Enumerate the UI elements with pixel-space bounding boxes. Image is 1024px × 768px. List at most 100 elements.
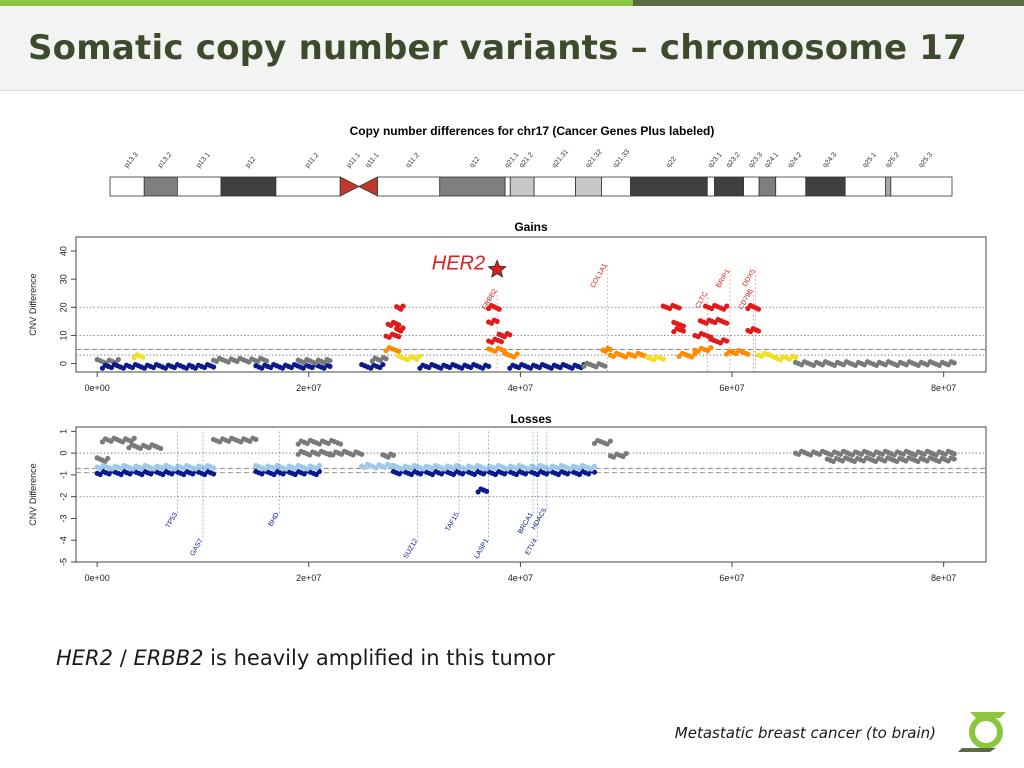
ideogram-band-label: q21.31 xyxy=(551,148,570,169)
ideogram-band-label: q21.2 xyxy=(518,151,535,169)
data-point-orange xyxy=(396,348,402,354)
ideogram-band-q22 xyxy=(630,176,708,197)
data-point-grey xyxy=(263,358,270,364)
plot-area xyxy=(75,236,987,373)
data-point-grey xyxy=(337,441,344,447)
data-point-red xyxy=(396,334,402,340)
ideogram-band-q24-3 xyxy=(805,176,846,197)
x-tick-label: 8e+07 xyxy=(931,383,956,393)
losses-plot: Losses 0e+00 2e+07 4e+07 6e+07 8e+07 1 0 -1 -2 -3 -… xyxy=(28,412,987,583)
ideogram-band-q21-1 xyxy=(504,176,511,197)
top-accent-bar xyxy=(0,0,1024,6)
ideogram-band-label: q22 xyxy=(665,156,678,170)
panel-title: Gains xyxy=(514,220,548,234)
ideogram-band-label: q24.3 xyxy=(822,151,839,169)
data-point-red xyxy=(680,328,686,334)
data-point-grey xyxy=(951,456,957,462)
ideogram-band-label: p13.1 xyxy=(195,151,212,169)
ideogram-band-q25-1 xyxy=(844,176,887,197)
y-tick-label: 0 xyxy=(58,361,68,366)
data-point-grey xyxy=(623,450,629,457)
data-point-red xyxy=(755,306,762,312)
ideogram-band-p13-1 xyxy=(177,176,222,197)
logo-mark xyxy=(970,712,1006,718)
caption-gene-her2: HER2 xyxy=(56,646,114,670)
gains-plot: Gains 0e+00 2e+07 4e+07 6e+07 8e+07 0 10 20 30 40 C… xyxy=(28,220,987,393)
x-tick-label: 6e+07 xyxy=(719,573,744,583)
ideogram-band-q12 xyxy=(439,176,506,197)
data-point-red xyxy=(400,325,406,331)
ideogram-band-label: q25.1 xyxy=(862,151,879,169)
ideogram-band-q23-1 xyxy=(706,176,715,197)
x-tick-label: 6e+07 xyxy=(719,383,744,393)
ideogram-band-label: q23.3 xyxy=(748,151,765,169)
ideogram-band-label: q21.32 xyxy=(585,148,604,169)
data-point-grey xyxy=(607,438,613,444)
ideogram-band-label: q23.1 xyxy=(707,151,724,169)
ideogram-band-q21-32 xyxy=(575,176,602,197)
data-point-grey xyxy=(602,363,608,369)
data-point-orange xyxy=(708,345,714,351)
ideogram-band-q25-2 xyxy=(885,176,892,197)
y-tick-label: -1 xyxy=(58,471,68,479)
her2-highlight-label: HER2 xyxy=(432,253,485,275)
caption-separator: / xyxy=(113,646,134,670)
y-tick-label: 0 xyxy=(58,451,68,456)
data-point-orange xyxy=(514,351,520,357)
chromosome-ideogram: p13.3 p13.2 p13.1 p12 p11.2 p11.1 q11.1 q11.2 q1… xyxy=(109,148,953,197)
y-tick-label: 40 xyxy=(58,246,68,256)
ideogram-band-label: q12 xyxy=(469,156,482,170)
footnote: Metastatic breast cancer (to brain) xyxy=(674,724,936,742)
data-point-light xyxy=(316,462,322,469)
data-point-red xyxy=(680,323,686,329)
slide-header: Somatic copy number variants – chromosom… xyxy=(0,6,1024,91)
data-point-grey xyxy=(951,360,957,366)
slide-caption: HER2 / ERBB2 is heavily amplified in thi… xyxy=(56,646,555,670)
ideogram-band-q24-2 xyxy=(775,176,807,197)
ideogram-band-p13-3 xyxy=(109,176,145,197)
ideogram-band-q21-2 xyxy=(509,176,535,197)
data-point-navy xyxy=(327,363,333,369)
x-tick-label: 2e+07 xyxy=(296,573,321,583)
data-point-red xyxy=(400,303,406,309)
ideogram-band-q21-33 xyxy=(601,176,631,197)
caption-gene-erbb2: ERBB2 xyxy=(133,646,204,670)
ideogram-band-label: q24.2 xyxy=(787,151,804,169)
y-tick-label: 1 xyxy=(58,429,68,434)
y-tick-label: 20 xyxy=(58,302,68,312)
x-tick-label: 8e+07 xyxy=(931,573,956,583)
ideogram-band-label: q23.2 xyxy=(725,151,742,169)
ideogram-band-q11-1 xyxy=(357,176,378,197)
data-point-red xyxy=(724,303,730,309)
data-point-red xyxy=(724,338,730,344)
data-point-red xyxy=(724,320,730,326)
slide-title: Somatic copy number variants – chromosom… xyxy=(28,28,967,68)
data-point-red xyxy=(498,339,504,345)
logo-ring xyxy=(969,715,1003,749)
ideogram-band-label: q25.3 xyxy=(918,151,935,169)
data-point-red xyxy=(396,322,402,328)
ideogram-band-q23-2 xyxy=(714,176,744,197)
figure-title: Copy number differences for chr17 (Cance… xyxy=(350,124,715,138)
data-point-grey xyxy=(253,436,259,443)
data-point-light xyxy=(591,463,598,469)
y-tick-label: -5 xyxy=(58,558,68,566)
ideogram-band-label: q11.2 xyxy=(405,152,421,170)
data-point-yellow xyxy=(660,356,666,362)
ideogram-band-label: p11.1 xyxy=(346,152,362,170)
ideogram-band-label: q25.2 xyxy=(884,151,901,169)
her2-star-icon xyxy=(487,259,507,278)
ideogram-band-q21-31 xyxy=(533,176,576,197)
ideogram-band-label: p11.2 xyxy=(304,152,320,170)
ideogram-band-label: p13.2 xyxy=(157,151,174,169)
y-axis-label: CNV Difference xyxy=(28,273,38,335)
data-point-navy xyxy=(486,363,492,369)
data-point-grey xyxy=(158,445,164,451)
ideogram-band-p11-2 xyxy=(275,176,341,197)
data-point-grey xyxy=(105,455,111,462)
x-tick-label: 4e+07 xyxy=(508,383,533,393)
y-tick-label: 10 xyxy=(58,330,68,340)
ideogram-band-label: p12 xyxy=(245,156,258,170)
ideogram-band-label: p13.3 xyxy=(123,151,140,169)
y-tick-label: 30 xyxy=(58,274,68,284)
